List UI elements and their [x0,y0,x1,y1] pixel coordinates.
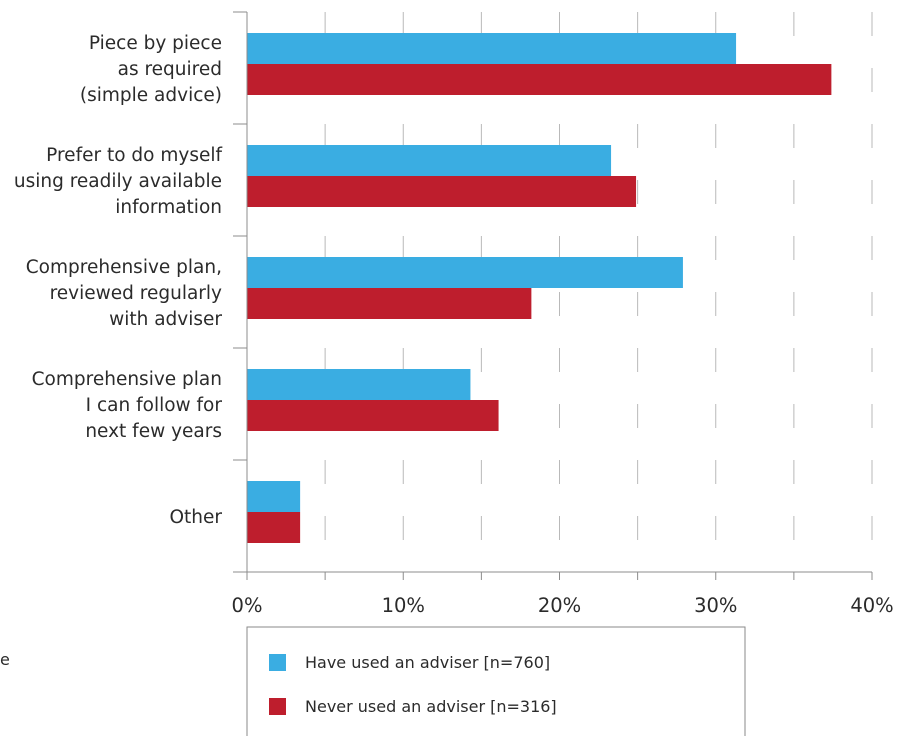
x-tick-label: 10% [382,594,425,617]
legend: Have used an adviser [n=760] Never used … [246,626,746,736]
bar-never-used [247,288,532,319]
bar-have-used [247,481,301,512]
category-label-line: using readily available [14,171,222,192]
category-label-line: Comprehensive plan [32,369,222,390]
bar-have-used [247,257,683,288]
bar-have-used [247,145,612,176]
category-label-line: with adviser [109,309,222,330]
category-label-line: information [115,197,222,218]
category-label-line: reviewed regularly [50,283,222,304]
x-tick-label: 40% [850,594,893,617]
category-labels: Piece by piece as required (simple advice)… [14,33,223,528]
category-label-line: Piece by piece [89,33,222,54]
category-label: Prefer to do myself using readily availab… [14,145,223,218]
category-label-line: Prefer to do myself [46,145,222,166]
bar-have-used [247,369,471,400]
bar-never-used [247,64,832,95]
x-tick-label: 0% [232,594,263,617]
category-label-line: Other [169,507,222,528]
legend-label-never-used: Never used an adviser [n=316] [305,697,557,716]
x-tick-labels: 0% 10% 20% 30% 40% [232,594,894,617]
x-tick-label: 30% [694,594,737,617]
legend-swatch-never-used [269,698,286,715]
category-label: Comprehensive plan, reviewed regularly wit… [26,257,223,330]
bar-have-used [247,33,737,64]
category-label-line: next few years [85,421,222,442]
category-label: Piece by piece as required (simple advice) [80,33,222,106]
legend-swatch-have-used [269,654,286,671]
category-label-line: I can follow for [86,395,223,416]
bars [247,33,832,543]
x-tick-label: 20% [538,594,581,617]
bar-never-used [247,400,499,431]
legend-label-have-used: Have used an adviser [n=760] [305,653,550,672]
bar-never-used [247,512,301,543]
stray-text: e [0,650,10,669]
category-label-line: Comprehensive plan, [26,257,222,278]
category-label-line: as required [118,59,222,80]
category-label-line: (simple advice) [80,85,222,106]
legend-box [246,626,746,736]
axes [233,11,873,580]
category-label: Other [169,507,222,528]
bar-never-used [247,176,637,207]
category-label: Comprehensive plan I can follow for next f… [32,369,223,442]
